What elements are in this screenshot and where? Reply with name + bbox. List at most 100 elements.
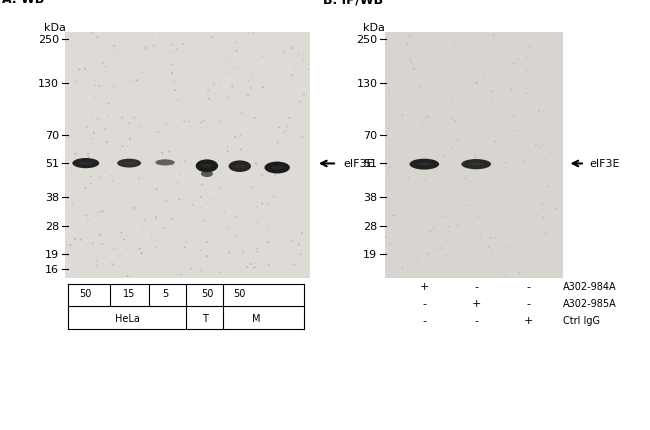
Point — [270, 172, 280, 179]
Point — [415, 172, 425, 179]
Point — [436, 245, 447, 252]
Text: 250: 250 — [356, 35, 378, 45]
Point — [463, 52, 473, 59]
Ellipse shape — [265, 162, 290, 174]
Point — [415, 163, 426, 169]
Point — [222, 70, 232, 77]
Point — [420, 115, 430, 122]
Point — [168, 49, 179, 56]
Point — [532, 95, 542, 101]
Point — [197, 181, 207, 188]
Point — [252, 219, 263, 226]
Point — [196, 267, 206, 274]
Point — [501, 40, 512, 47]
Point — [103, 114, 113, 120]
Point — [274, 125, 285, 132]
Point — [224, 59, 235, 66]
Point — [250, 108, 261, 115]
Point — [223, 149, 233, 156]
Point — [167, 42, 177, 49]
Point — [538, 167, 548, 174]
Point — [196, 125, 206, 132]
Point — [385, 164, 395, 171]
Text: -: - — [422, 315, 426, 326]
Point — [179, 158, 190, 165]
Point — [62, 242, 72, 249]
Point — [196, 120, 207, 126]
Point — [532, 243, 543, 250]
Point — [67, 202, 77, 209]
Point — [287, 46, 297, 52]
Point — [380, 234, 391, 241]
Point — [540, 157, 550, 163]
Point — [65, 33, 75, 40]
Point — [75, 237, 86, 244]
Point — [231, 214, 241, 221]
Point — [490, 139, 501, 146]
Point — [436, 185, 447, 192]
Point — [166, 193, 176, 200]
Point — [515, 191, 525, 198]
Point — [293, 52, 304, 58]
Point — [224, 157, 234, 164]
Text: A302-984A: A302-984A — [563, 281, 616, 292]
Text: -: - — [422, 298, 426, 308]
Point — [70, 151, 81, 158]
Point — [409, 66, 419, 73]
Point — [280, 50, 290, 57]
Point — [178, 42, 188, 49]
Point — [203, 96, 214, 103]
Point — [214, 269, 225, 276]
Point — [508, 113, 518, 120]
Point — [214, 80, 225, 87]
Point — [81, 212, 92, 219]
Point — [145, 157, 155, 164]
Point — [246, 85, 256, 92]
Point — [279, 86, 289, 92]
Point — [294, 242, 304, 249]
Point — [447, 97, 458, 104]
Point — [261, 239, 272, 246]
Point — [470, 154, 480, 161]
Point — [425, 202, 436, 209]
Point — [269, 194, 280, 201]
Point — [135, 246, 145, 253]
Text: 50: 50 — [233, 288, 246, 298]
Point — [101, 139, 112, 146]
Point — [187, 104, 198, 111]
Point — [383, 126, 393, 132]
Point — [224, 249, 234, 256]
Point — [488, 33, 499, 40]
Text: A302-985A: A302-985A — [563, 298, 616, 308]
Point — [173, 97, 183, 104]
Point — [88, 130, 99, 137]
Point — [237, 251, 247, 258]
Text: 250: 250 — [38, 35, 59, 45]
Point — [243, 79, 254, 86]
Point — [246, 261, 256, 268]
Point — [206, 197, 216, 204]
Point — [151, 215, 161, 222]
Text: 19: 19 — [363, 249, 378, 259]
Point — [231, 48, 242, 55]
Point — [432, 246, 443, 252]
Point — [384, 91, 394, 98]
Point — [413, 64, 423, 71]
Point — [486, 161, 496, 168]
Point — [222, 95, 233, 101]
Point — [540, 231, 551, 238]
Point — [199, 118, 209, 125]
Text: 51: 51 — [363, 159, 378, 169]
Point — [383, 168, 393, 175]
Point — [450, 190, 460, 197]
Point — [510, 49, 521, 56]
Point — [501, 244, 512, 251]
Point — [74, 67, 85, 74]
Point — [465, 157, 475, 163]
Point — [231, 233, 242, 240]
Point — [250, 264, 261, 271]
Point — [155, 35, 165, 42]
Point — [140, 46, 151, 52]
Point — [385, 241, 396, 248]
Point — [452, 137, 463, 144]
